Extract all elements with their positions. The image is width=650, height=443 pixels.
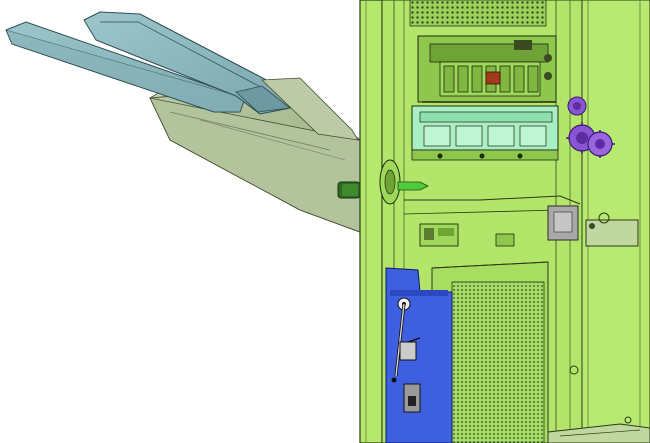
tray-hinge-block [261,77,359,141]
gray-bracket [547,205,639,247]
upper-transport-unit [417,35,557,103]
upper-tray-left-arm [5,21,246,113]
blue-mounting-plate [385,267,453,443]
connector-block [419,223,515,247]
purple-gear-assembly [566,96,615,158]
base-rail [547,416,650,443]
output-trays [5,11,361,233]
mint-guide-module [411,105,559,161]
top-vent-mesh [409,0,547,27]
red-sensor-block [485,71,501,85]
upper-tray-right-arm [83,11,292,115]
left-latch-disk [379,159,429,205]
tray-release-knob [337,181,361,199]
